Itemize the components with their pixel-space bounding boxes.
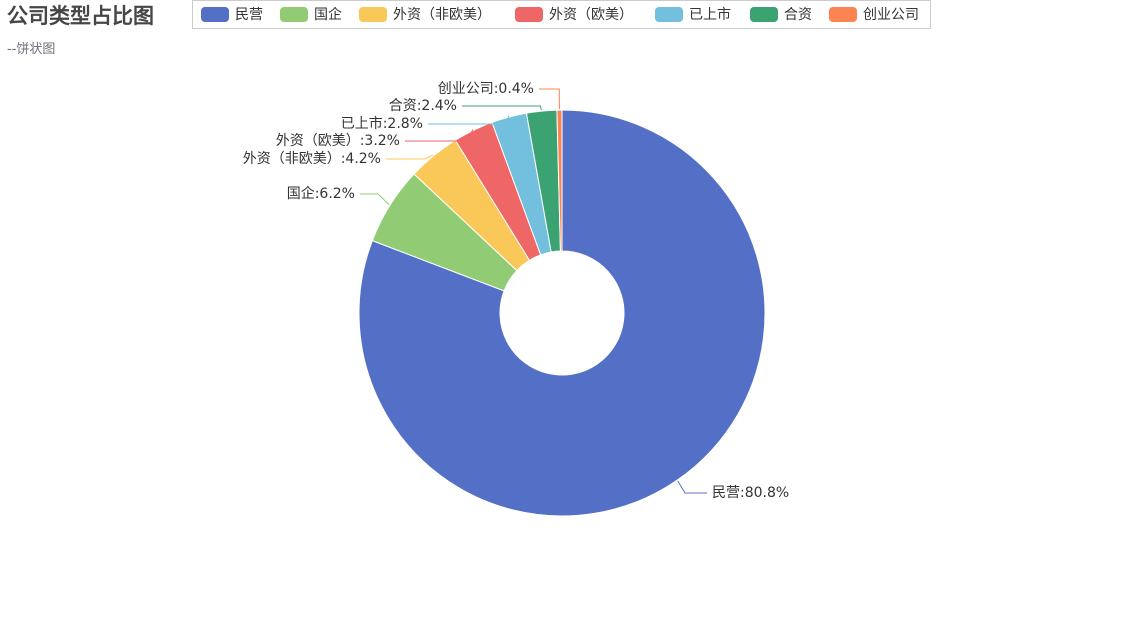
data-label-5: 合资:2.4% xyxy=(389,98,457,114)
legend-label-0: 民营 xyxy=(235,7,263,23)
legend-label-2: 外资（非欧美） xyxy=(393,7,491,23)
legend-label-1: 国企 xyxy=(314,6,342,23)
chart-title: 公司类型占比图 xyxy=(7,4,154,28)
legend-item-0[interactable]: 民营 xyxy=(201,7,263,23)
legend-label-6: 创业公司 xyxy=(863,7,919,23)
legend-label-5: 合资 xyxy=(784,7,812,23)
legend-item-5[interactable]: 合资 xyxy=(750,7,812,23)
label-line-0 xyxy=(677,480,707,494)
data-label-2: 外资（非欧美）:4.2% xyxy=(243,151,381,167)
pie-slices xyxy=(358,109,766,517)
label-line-2 xyxy=(386,154,434,160)
legend-swatch-6 xyxy=(829,7,857,22)
label-line-6 xyxy=(539,88,560,110)
legend-item-6[interactable]: 创业公司 xyxy=(829,7,919,23)
legend-label-3: 外资（欧美） xyxy=(549,7,633,23)
legend-item-2[interactable]: 外资（非欧美） xyxy=(359,7,491,23)
data-label-3: 外资（欧美）:3.2% xyxy=(276,133,400,149)
pie-slice-6[interactable] xyxy=(556,109,563,252)
data-label-6: 创业公司:0.4% xyxy=(438,81,534,97)
legend-swatch-1 xyxy=(280,7,308,22)
legend: 民营 国企 外资（非欧美） 外资（欧美） 已上市 合资 创业公司 xyxy=(192,0,931,29)
label-line-4 xyxy=(428,115,510,125)
data-label-1: 国企:6.2% xyxy=(287,185,355,202)
label-line-5 xyxy=(462,105,543,111)
chart-subtitle: --饼状图 xyxy=(7,42,56,57)
legend-swatch-2 xyxy=(359,7,387,22)
data-label-4: 已上市:2.8% xyxy=(341,115,423,132)
legend-label-4: 已上市 xyxy=(689,6,731,23)
label-line-3 xyxy=(405,129,474,142)
pie-labels: 民营:80.8% 国企:6.2% 外资（非欧美）:4.2% 外资（欧美）:3.2%已上… xyxy=(243,81,790,501)
legend-item-1[interactable]: 国企 xyxy=(280,6,342,23)
legend-item-4[interactable]: 已上市 xyxy=(655,6,731,23)
legend-swatch-5 xyxy=(750,7,778,22)
legend-swatch-4 xyxy=(655,7,683,22)
pie-slice-0[interactable] xyxy=(358,109,766,517)
legend-item-3[interactable]: 外资（欧美） xyxy=(515,7,633,23)
label-line-1 xyxy=(360,193,390,206)
legend-swatch-3 xyxy=(515,7,543,22)
legend-swatch-0 xyxy=(201,7,229,22)
data-label-0: 民营:80.8% xyxy=(712,485,789,501)
legend-svg: 民营 国企 外资（非欧美） 外资（欧美） 已上市 合资 创业公司 xyxy=(201,6,919,23)
